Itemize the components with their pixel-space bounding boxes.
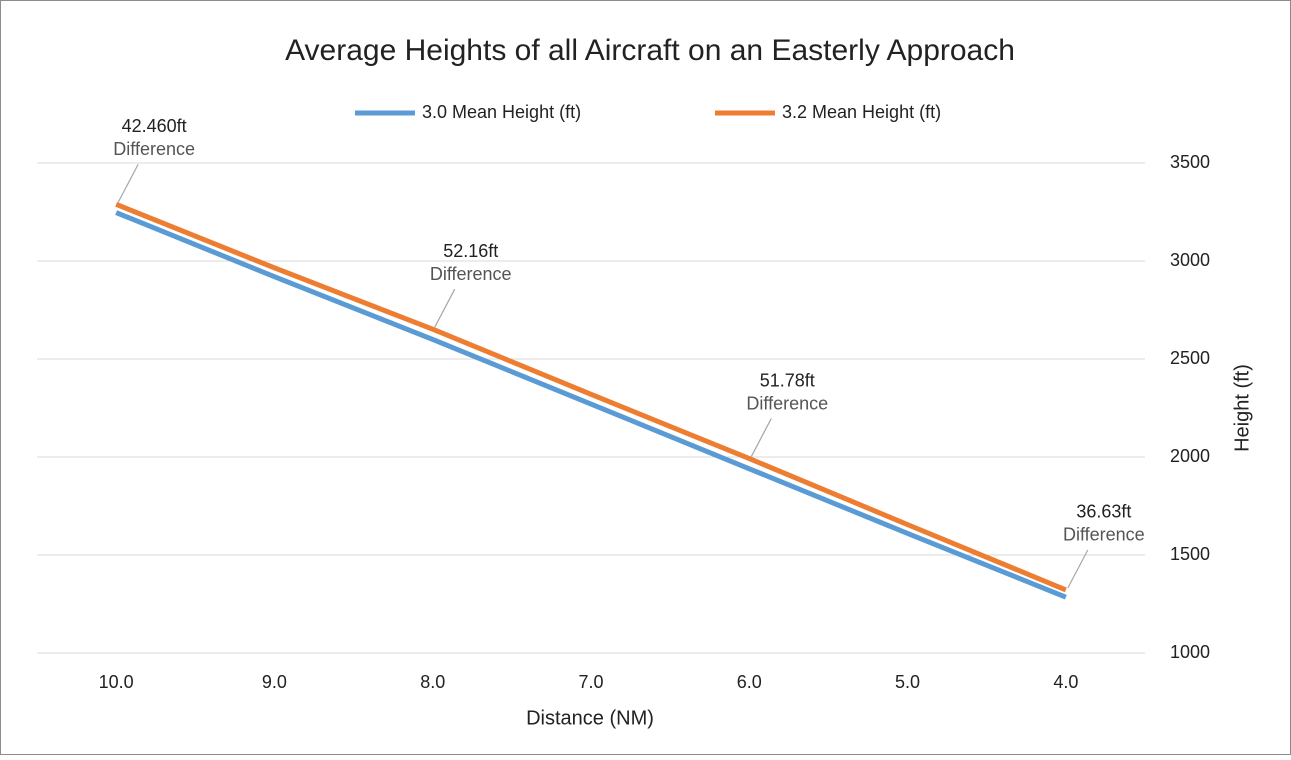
legend-label: 3.0 Mean Height (ft): [422, 102, 581, 122]
annotation-value: 51.78ft: [760, 370, 815, 390]
annotation-leader: [1067, 549, 1089, 589]
x-tick-label: 4.0: [1053, 672, 1078, 692]
annotation-value: 36.63ft: [1076, 502, 1131, 522]
annotation-note: Difference: [113, 139, 195, 159]
annotation-note: Difference: [746, 393, 828, 413]
y-axis-label: Height (ft): [1231, 364, 1253, 452]
x-tick-label: 7.0: [578, 672, 603, 692]
x-tick-label: 8.0: [420, 672, 445, 692]
series-line: [115, 210, 1067, 600]
y-tick-label: 3500: [1170, 152, 1210, 172]
annotation-value: 42.460ft: [122, 116, 187, 136]
y-tick-label: 1000: [1170, 642, 1210, 662]
legend-label: 3.2 Mean Height (ft): [782, 102, 941, 122]
annotation-value: 52.16ft: [443, 241, 498, 261]
x-tick-label: 10.0: [99, 672, 134, 692]
annotation-leader: [117, 164, 139, 203]
y-tick-label: 1500: [1170, 544, 1210, 564]
y-tick-label: 2500: [1170, 348, 1210, 368]
x-tick-label: 9.0: [262, 672, 287, 692]
annotation-leader: [434, 288, 456, 328]
y-tick-label: 3000: [1170, 250, 1210, 270]
annotation-note: Difference: [430, 264, 512, 284]
series-line: [115, 202, 1067, 593]
annotation-leader: [750, 418, 772, 457]
x-tick-label: 5.0: [895, 672, 920, 692]
x-tick-label: 6.0: [737, 672, 762, 692]
x-axis-label: Distance (NM): [526, 707, 654, 729]
chart-title: Average Heights of all Aircraft on an Ea…: [285, 34, 1015, 67]
y-tick-label: 2000: [1170, 446, 1210, 466]
annotation-note: Difference: [1063, 525, 1145, 545]
